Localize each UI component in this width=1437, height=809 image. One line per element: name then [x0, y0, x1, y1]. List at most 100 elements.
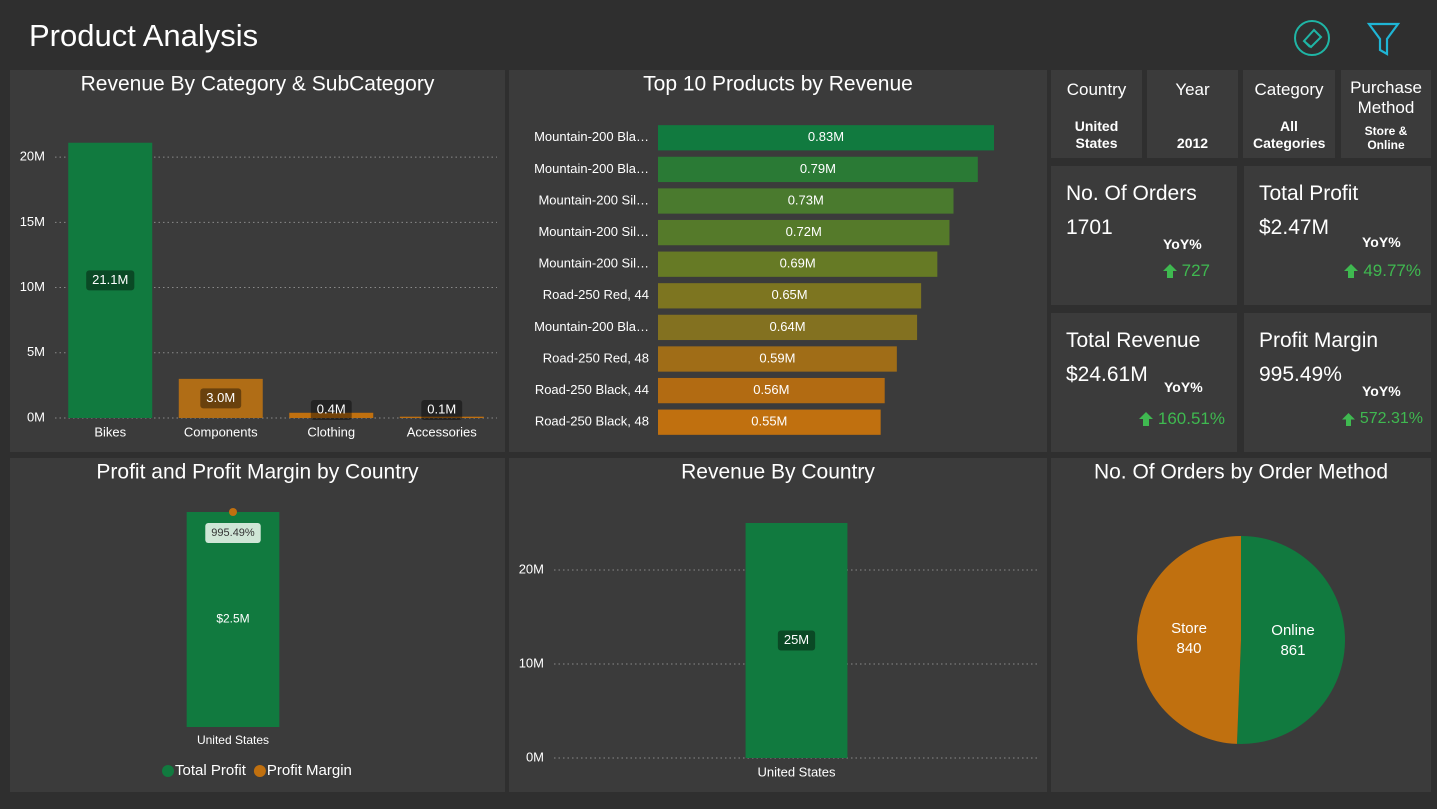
kpi-yoy: 49.77% [1344, 261, 1421, 281]
legend-marker [253, 765, 266, 777]
data-label: 0.73M [788, 192, 824, 207]
bar [658, 156, 978, 183]
filter-button[interactable] [1366, 22, 1401, 56]
clear-filters-button[interactable] [1294, 20, 1330, 56]
kpi-yoy-label: YoY% [1164, 379, 1203, 395]
chart-title: Revenue By Country [681, 461, 875, 484]
data-label: 0.69M [780, 256, 816, 271]
data-label: 21.1M [92, 272, 128, 287]
legend-label: Total Profit [175, 762, 247, 779]
data-label-bg [777, 630, 816, 651]
bar [186, 512, 280, 727]
bar [658, 409, 881, 435]
line-point [229, 508, 237, 516]
y-tick-label: Mountain-200 Bla… [534, 319, 649, 334]
kpi-value: $2.47M [1259, 216, 1330, 239]
legend-marker [162, 765, 174, 777]
chart-panel: Revenue By Category & SubCategory 0M 5M 10M… [10, 70, 505, 452]
kpi-yoy: 572.31% [1341, 410, 1423, 428]
x-tick-label: Bikes [94, 424, 126, 439]
pie-slice [1136, 536, 1241, 744]
chart-title: Revenue By Category & SubCategory [81, 73, 435, 96]
kpi-yoy-label: YoY% [1362, 234, 1401, 250]
y-tick-label: Mountain-200 Sil… [538, 192, 649, 207]
kpi-title: Total Profit [1259, 182, 1359, 205]
slicer[interactable]: Purchase Method Store & Online [1341, 70, 1431, 158]
bar [68, 142, 153, 418]
chart: Revenue By Category & SubCategory 0M 5M 10M… [20, 73, 497, 439]
data-label: 0.59M [759, 350, 795, 365]
kpi-title: Profit Margin [1259, 329, 1379, 352]
kpi-value: $24.61M [1066, 363, 1148, 386]
chart: Profit and Profit Margin by Country Unite… [96, 461, 419, 779]
kpi-yoy: 160.51% [1138, 409, 1225, 429]
slicer-label: Country [1066, 80, 1127, 99]
up-arrow [1162, 264, 1177, 278]
data-label-bg [86, 270, 135, 291]
y-tick-label: 15M [20, 214, 45, 229]
x-tick-label: United States [757, 764, 836, 779]
y-tick-label: Mountain-200 Sil… [538, 224, 649, 239]
data-label-bg [205, 523, 261, 543]
kpi-title: No. Of Orders [1066, 182, 1197, 205]
slice-value: 861 [1280, 642, 1305, 659]
data-label: 3.0M [206, 390, 235, 405]
data-label: 0.64M [769, 319, 805, 334]
kpi-card: Total Profit $2.47M YoY% 49.77% [1244, 166, 1431, 305]
slicer[interactable]: Country United States [1051, 70, 1142, 158]
data-label-bg [310, 400, 352, 420]
data-label: 0.79M [800, 161, 836, 176]
y-tick-label: Road-250 Red, 48 [543, 350, 649, 365]
slicer-value: All Categories [1253, 118, 1326, 151]
slicer-value: Store & Online [1364, 124, 1408, 152]
data-label-bg [200, 388, 242, 409]
y-tick-label: 0M [27, 409, 45, 424]
y-tick-label: Road-250 Black, 48 [535, 414, 649, 429]
y-tick-label: 0M [526, 749, 544, 764]
kpi-title: Total Revenue [1066, 329, 1201, 352]
kpi-value: 995.49% [1259, 363, 1342, 386]
slice-label: Store [1171, 620, 1207, 637]
bar [399, 416, 484, 418]
chart-title: Profit and Profit Margin by Country [96, 461, 419, 484]
kpi-card: Total Revenue $24.61M YoY% 160.51% [1051, 313, 1237, 452]
x-tick-label: Clothing [307, 424, 355, 439]
data-label: $2.5M [216, 612, 249, 626]
kpi-yoy-value: 49.77% [1363, 261, 1421, 280]
kpi-yoy: 727 [1162, 261, 1210, 281]
y-tick-label: 20M [519, 561, 544, 576]
slicer[interactable]: Category All Categories [1243, 70, 1335, 158]
data-label: 0.4M [317, 401, 346, 416]
y-tick-label: 10M [519, 655, 544, 670]
page-title: Product Analysis [29, 18, 259, 53]
y-tick-label: 5M [27, 344, 45, 359]
data-label: 25M [784, 632, 809, 647]
chart-title: Top 10 Products by Revenue [643, 73, 913, 96]
data-label: 0.56M [753, 382, 789, 397]
data-label: 0.1M [427, 401, 456, 416]
kpi-yoy-value: 727 [1181, 261, 1210, 280]
slicer[interactable]: Year 2012 [1147, 70, 1238, 158]
up-arrow [1341, 412, 1355, 426]
bar [658, 251, 938, 277]
kpi-card: No. Of Orders 1701 YoY% 727 [1051, 166, 1237, 305]
pie-slice [1236, 536, 1345, 744]
bar [658, 346, 897, 372]
slice-label: Online [1271, 622, 1314, 639]
chart-panel: No. Of Orders by Order Method Online 861 St… [1051, 458, 1431, 792]
bar [745, 523, 848, 758]
kpi-yoy-value: 160.51% [1157, 409, 1225, 428]
x-tick-label: United States [197, 733, 269, 747]
y-tick-label: Mountain-200 Bla… [534, 129, 649, 144]
x-tick-label: Accessories [407, 424, 478, 439]
x-tick-label: Components [184, 424, 258, 439]
kpi-yoy-value: 572.31% [1359, 410, 1423, 427]
data-label-bg [421, 400, 463, 420]
kpi-card: Profit Margin 995.49% YoY% 572.31% [1244, 313, 1431, 452]
chart-panel: Top 10 Products by Revenue Mountain-200 B… [509, 70, 1047, 452]
kpi-yoy-label: YoY% [1362, 383, 1401, 399]
legend-label: Profit Margin [267, 762, 352, 779]
y-tick-label: Mountain-200 Bla… [534, 161, 649, 176]
chart: Top 10 Products by Revenue Mountain-200 B… [534, 73, 994, 435]
